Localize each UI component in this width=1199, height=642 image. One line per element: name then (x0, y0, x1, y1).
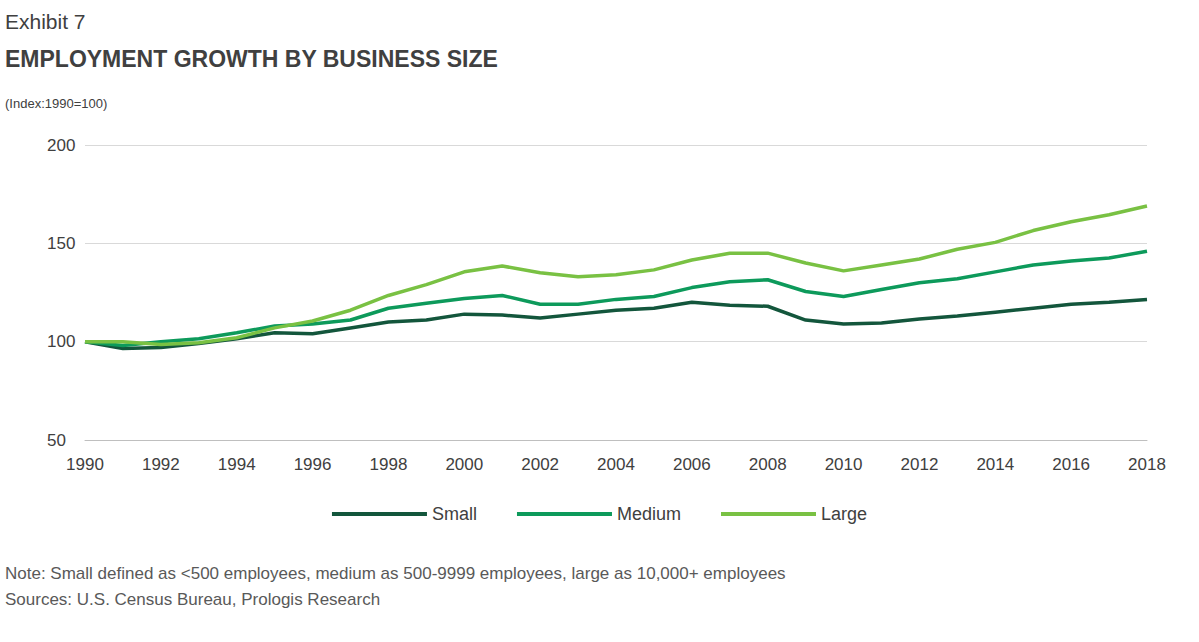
svg-text:2000: 2000 (445, 455, 483, 474)
svg-text:2014: 2014 (976, 455, 1014, 474)
svg-text:150: 150 (47, 234, 75, 253)
svg-text:100: 100 (47, 332, 75, 351)
svg-text:50: 50 (47, 431, 66, 450)
svg-text:Small: Small (432, 504, 477, 524)
svg-text:(Index:1990=100): (Index:1990=100) (5, 96, 107, 111)
svg-text:200: 200 (47, 136, 75, 155)
svg-text:EMPLOYMENT GROWTH BY BUSINESS: EMPLOYMENT GROWTH BY BUSINESS SIZE (5, 46, 498, 72)
svg-text:2010: 2010 (825, 455, 863, 474)
svg-text:1998: 1998 (370, 455, 408, 474)
svg-text:2018: 2018 (1128, 455, 1166, 474)
svg-text:1996: 1996 (294, 455, 332, 474)
svg-text:2004: 2004 (597, 455, 635, 474)
svg-text:Sources: U.S. Census Bureau, P: Sources: U.S. Census Bureau, Prologis Re… (5, 590, 380, 609)
svg-text:2002: 2002 (521, 455, 559, 474)
svg-text:2016: 2016 (1052, 455, 1090, 474)
svg-text:1992: 1992 (142, 455, 180, 474)
svg-text:1990: 1990 (66, 455, 104, 474)
svg-text:Large: Large (821, 504, 867, 524)
svg-text:2006: 2006 (673, 455, 711, 474)
svg-text:Exhibit 7: Exhibit 7 (5, 10, 86, 33)
svg-text:1994: 1994 (218, 455, 256, 474)
svg-text:2012: 2012 (901, 455, 939, 474)
svg-text:Note: Small defined as <500 em: Note: Small defined as <500 employees, m… (5, 564, 786, 583)
svg-text:2008: 2008 (749, 455, 787, 474)
svg-text:Medium: Medium (617, 504, 681, 524)
